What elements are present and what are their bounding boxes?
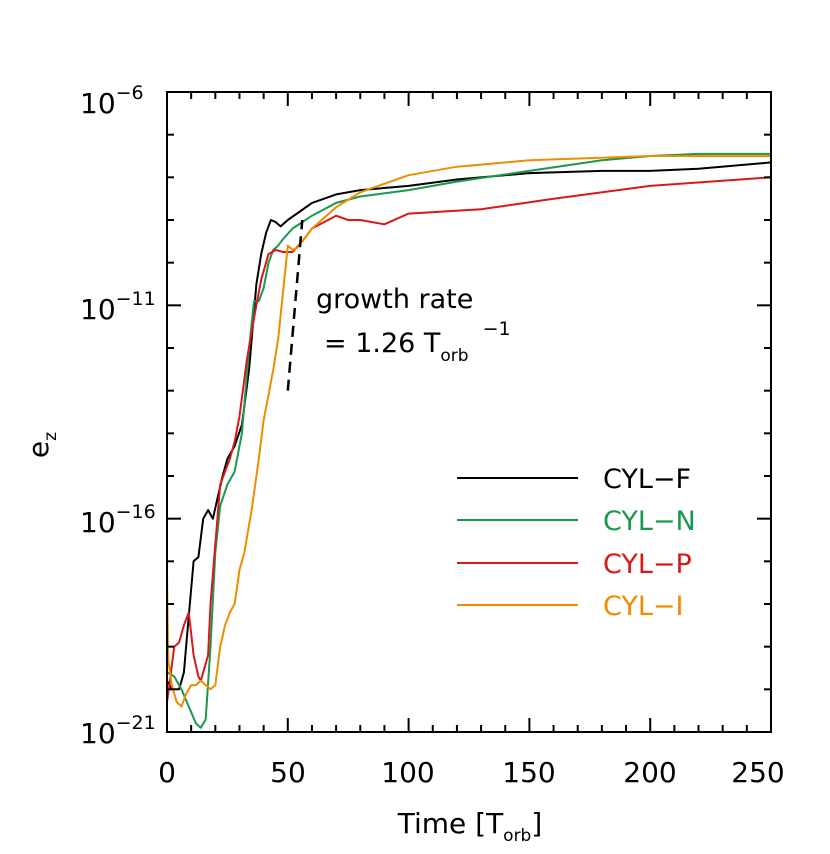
legend-label-cyl-p: CYL−P xyxy=(603,549,692,580)
x-tick-label: 100 xyxy=(381,756,434,789)
plot-area xyxy=(166,152,772,729)
series-line-cyl-f xyxy=(166,161,772,691)
x-axis-title: Time [Torb] xyxy=(397,807,543,846)
series-line-cyl-p xyxy=(166,176,772,703)
x-tick-labels: 0 50 100 150 200 250 xyxy=(158,756,785,789)
series-line-cyl-i xyxy=(166,155,771,708)
legend: CYL−F CYL−N CYL−P CYL−I xyxy=(457,464,696,622)
x-tick-label: 0 xyxy=(158,756,176,789)
y-axis-title: ez xyxy=(22,432,61,458)
x-tick-label: 250 xyxy=(731,756,784,789)
legend-label-cyl-n: CYL−N xyxy=(603,506,696,537)
y-tick-label: 10−21 xyxy=(80,712,156,750)
x-tick-label: 150 xyxy=(502,756,555,789)
y-tick-labels: 10−6 10−11 10−16 10−21 xyxy=(80,82,156,750)
series-line-cyl-n xyxy=(166,152,771,729)
annotation-line-1: growth rate xyxy=(316,284,473,315)
axis-ticks xyxy=(166,91,772,733)
growth-rate-annotation: growth rate = 1.26 Torb−1 xyxy=(286,219,511,391)
legend-label-cyl-i: CYL−I xyxy=(603,591,684,622)
x-tick-label: 50 xyxy=(270,756,306,789)
x-tick-label: 200 xyxy=(623,756,676,789)
plot-frame xyxy=(166,91,772,733)
legend-label-cyl-f: CYL−F xyxy=(603,464,691,495)
y-tick-label: 10−6 xyxy=(80,82,144,120)
y-tick-label: 10−16 xyxy=(80,501,156,539)
annotation-line-2: = 1.26 Torb−1 xyxy=(324,318,511,366)
y-tick-label: 10−11 xyxy=(80,288,156,326)
growth-rate-dashed-line xyxy=(286,219,304,391)
